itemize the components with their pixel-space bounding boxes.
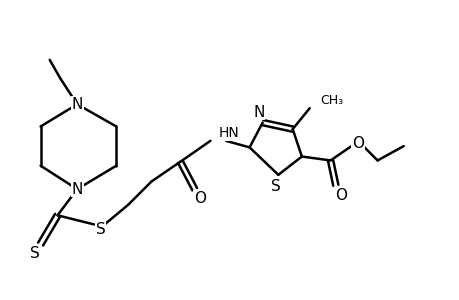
Text: CH₃: CH₃: [319, 94, 342, 107]
Text: N: N: [252, 105, 264, 120]
Text: S: S: [30, 246, 40, 261]
Text: S: S: [270, 179, 280, 194]
Text: O: O: [194, 191, 206, 206]
Text: O: O: [351, 136, 363, 151]
Text: S: S: [95, 222, 105, 237]
Text: N: N: [71, 182, 83, 197]
Text: O: O: [334, 188, 346, 203]
Text: N: N: [71, 97, 83, 112]
Text: HN: HN: [218, 126, 239, 140]
